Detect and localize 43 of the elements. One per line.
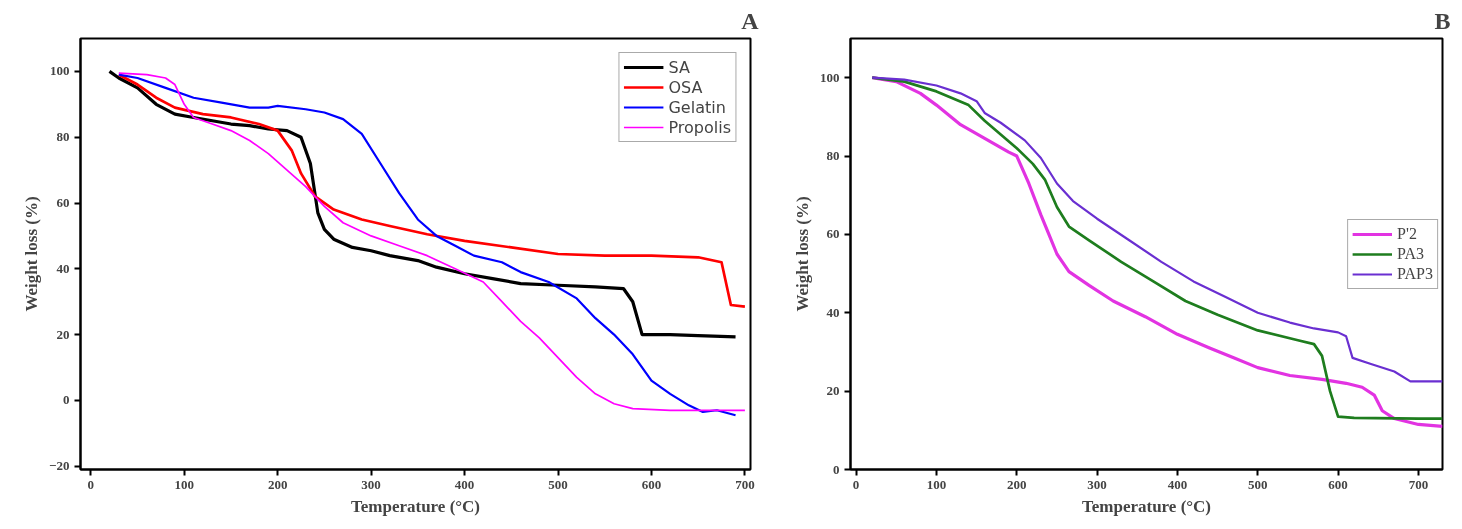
x-tick-label: 700: [735, 476, 755, 492]
x-tick-label: 400: [1167, 476, 1188, 492]
x-tick-label: 200: [267, 476, 288, 492]
x-tick-label: 200: [1007, 476, 1027, 492]
x-tick-label: 100: [926, 476, 947, 492]
x-tick-label: 300: [1087, 476, 1107, 492]
y-tick-label: 100: [50, 63, 70, 79]
legend-label: PA3: [1397, 244, 1425, 263]
chart-title: A: [741, 7, 760, 34]
y-tick-label: −20: [49, 458, 70, 474]
y-tick-label: 20: [826, 383, 840, 399]
y-tick-label: 40: [826, 304, 840, 320]
legend-label: SA: [668, 57, 690, 77]
legend-label: P'2: [1397, 224, 1418, 243]
x-tick-label: 0: [852, 476, 860, 492]
line-series: [117, 73, 747, 308]
y-axis-title: Weight loss (%): [793, 196, 812, 312]
x-axis-title: Temperature (°C): [1081, 496, 1212, 516]
x-tick-label: 500: [548, 476, 568, 492]
y-tick-label: 100: [820, 69, 840, 85]
x-axis-title: Temperature (°C): [350, 496, 481, 516]
y-tick-label: 60: [56, 195, 70, 210]
y-tick-label: 0: [833, 461, 840, 477]
legend-label: PAP3: [1397, 264, 1433, 283]
y-tick-label: 20: [56, 326, 70, 342]
legend-label: OSA: [668, 77, 703, 97]
x-tick-label: 600: [1328, 476, 1348, 492]
x-tick-label: 300: [361, 476, 381, 492]
legend-label: Propolis: [668, 117, 731, 137]
legend-label: Gelatin: [668, 97, 726, 117]
x-tick-label: 400: [454, 476, 475, 492]
y-tick-label: 60: [826, 226, 840, 242]
y-tick-label: 0: [63, 392, 70, 408]
x-tick-label: 100: [174, 476, 194, 492]
x-tick-label: 700: [1408, 476, 1429, 492]
x-tick-label: 500: [1248, 476, 1268, 492]
y-axis-title: Weight loss (%): [22, 196, 42, 312]
chart-title: B: [1434, 7, 1451, 34]
x-tick-label: 600: [641, 476, 662, 492]
y-tick-label: 80: [826, 148, 840, 164]
x-tick-label: 0: [87, 476, 95, 492]
y-tick-label: 40: [56, 260, 70, 276]
y-tick-label: 80: [56, 129, 70, 145]
